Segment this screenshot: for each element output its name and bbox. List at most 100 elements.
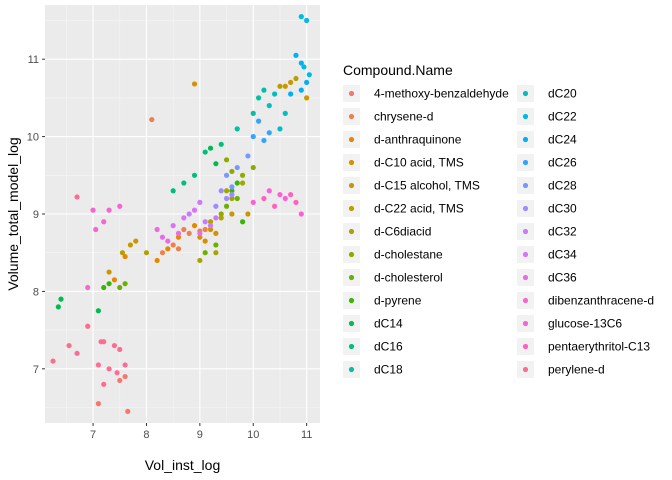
data-point bbox=[229, 188, 235, 194]
data-point bbox=[306, 72, 312, 78]
data-point bbox=[175, 230, 182, 236]
data-point bbox=[223, 157, 230, 163]
legend-label: dC22 bbox=[548, 110, 577, 124]
data-point bbox=[234, 180, 240, 186]
data-point bbox=[250, 110, 256, 116]
data-point bbox=[304, 79, 310, 86]
legend-key-marker bbox=[522, 228, 529, 235]
legend-title: Compound.Name bbox=[343, 62, 453, 78]
data-point bbox=[149, 116, 155, 123]
legend-key-marker bbox=[522, 136, 529, 143]
data-point bbox=[125, 408, 131, 414]
legend-key-marker bbox=[348, 90, 355, 97]
data-point bbox=[293, 75, 299, 82]
data-points bbox=[50, 14, 312, 414]
data-point bbox=[122, 253, 128, 260]
data-point bbox=[229, 192, 235, 198]
legend-label: dC32 bbox=[548, 225, 577, 239]
legend-label: perylene-d bbox=[548, 363, 605, 377]
legend-label: dibenzanthracene-d bbox=[548, 294, 654, 308]
data-point bbox=[213, 161, 219, 167]
data-point bbox=[261, 137, 267, 144]
data-point bbox=[191, 207, 198, 213]
x-tick-label: 9 bbox=[197, 429, 203, 441]
data-point bbox=[111, 342, 118, 349]
data-point bbox=[202, 250, 208, 256]
legend-key-marker bbox=[522, 343, 529, 350]
data-point bbox=[229, 195, 235, 202]
data-point bbox=[191, 81, 198, 87]
legend-label: d-C15 alcohol, TMS bbox=[374, 179, 480, 193]
data-point bbox=[213, 203, 219, 209]
legend-label: d-cholestane bbox=[374, 248, 443, 262]
data-point bbox=[191, 172, 198, 178]
data-point bbox=[213, 242, 219, 248]
data-point bbox=[74, 194, 80, 200]
x-tick-label: 11 bbox=[301, 429, 312, 441]
data-point bbox=[207, 226, 214, 233]
data-point bbox=[272, 203, 278, 209]
data-point bbox=[106, 207, 112, 213]
major-gridlines bbox=[45, 5, 320, 423]
legend-key-marker bbox=[348, 297, 355, 304]
data-point bbox=[202, 226, 208, 233]
data-point bbox=[304, 95, 310, 101]
data-point bbox=[181, 180, 187, 186]
y-axis-ticks: 7 8 9 10 11 bbox=[27, 54, 45, 376]
data-point bbox=[165, 246, 171, 252]
legend-label: dC36 bbox=[548, 271, 577, 285]
data-point bbox=[261, 195, 267, 202]
legend-key-marker bbox=[522, 274, 529, 281]
data-point bbox=[117, 284, 123, 291]
legend-label: d-pyrene bbox=[374, 294, 422, 308]
data-point bbox=[111, 277, 118, 283]
data-point bbox=[175, 246, 182, 252]
data-point bbox=[250, 199, 256, 205]
data-point bbox=[293, 52, 299, 58]
data-point bbox=[74, 350, 80, 356]
legend-label: 4-methoxy-benzaldehyde bbox=[374, 87, 509, 101]
data-point bbox=[50, 358, 56, 364]
legend-key-marker bbox=[348, 228, 355, 235]
data-point bbox=[223, 203, 230, 209]
data-point bbox=[101, 284, 107, 291]
data-point bbox=[93, 226, 99, 233]
data-point bbox=[239, 172, 246, 178]
data-point bbox=[266, 130, 272, 136]
data-point bbox=[101, 339, 107, 345]
legend: Compound.Name 4-methoxy-benzaldehyde chry… bbox=[343, 62, 654, 378]
legend-label: dC14 bbox=[374, 317, 403, 331]
data-point bbox=[95, 401, 101, 407]
data-point bbox=[85, 323, 91, 329]
legend-label: dC30 bbox=[548, 202, 577, 216]
data-point bbox=[154, 257, 160, 264]
legend-key-marker bbox=[522, 251, 529, 258]
data-point bbox=[223, 188, 230, 194]
data-point bbox=[66, 342, 72, 349]
data-point bbox=[95, 308, 101, 314]
data-point bbox=[95, 362, 101, 368]
legend-key-marker bbox=[522, 366, 529, 373]
data-point bbox=[218, 188, 224, 194]
data-point bbox=[207, 145, 214, 151]
y-tick-label: 7 bbox=[33, 364, 39, 376]
data-point bbox=[229, 211, 235, 217]
data-point bbox=[117, 377, 123, 384]
data-point bbox=[101, 219, 107, 225]
data-point bbox=[282, 83, 288, 89]
y-tick-label: 9 bbox=[33, 209, 39, 221]
legend-label: d-cholesterol bbox=[374, 271, 443, 285]
data-point bbox=[250, 164, 256, 171]
data-point bbox=[85, 284, 91, 291]
x-axis-ticks: 7 8 9 10 11 bbox=[90, 423, 312, 441]
data-point bbox=[266, 103, 272, 109]
legend-label: dC24 bbox=[548, 133, 577, 147]
legend-label: d-C6diacid bbox=[374, 225, 431, 239]
data-point bbox=[143, 250, 150, 256]
data-point bbox=[218, 141, 224, 147]
legend-label: pentaerythritol-C13 bbox=[548, 340, 650, 354]
data-point bbox=[170, 242, 176, 248]
legend-label: d-C22 acid, TMS bbox=[374, 202, 464, 216]
legend-key-marker bbox=[522, 90, 529, 97]
